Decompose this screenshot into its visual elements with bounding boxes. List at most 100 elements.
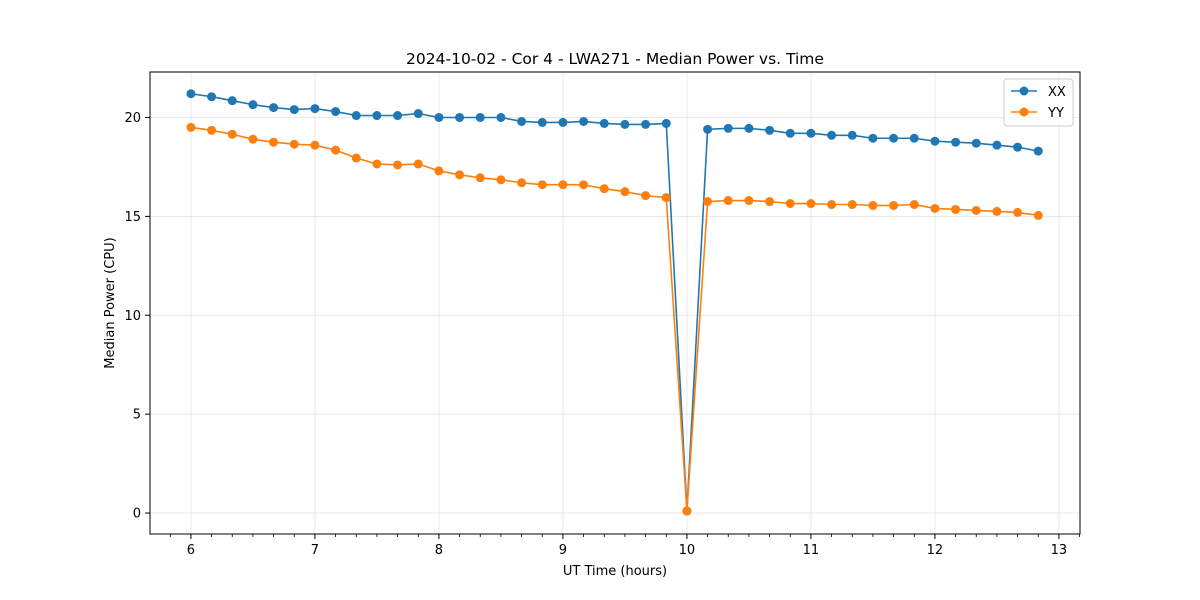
data-point-xx [372,111,382,121]
data-point-xx [827,130,837,140]
data-point-yy [310,140,320,150]
data-point-xx [331,107,341,117]
data-point-xx [909,133,919,143]
data-point-yy [661,193,671,203]
data-point-xx [847,130,857,140]
legend-marker-xx [1019,86,1029,96]
data-point-yy [537,180,547,190]
data-point-yy [930,203,940,213]
data-point-yy [351,153,361,163]
data-point-xx [351,111,361,121]
data-point-xx [455,112,465,122]
x-axis-label: UT Time (hours) [563,564,667,579]
y-tick-label: 15 [124,210,141,225]
data-point-yy [579,180,589,190]
data-point-yy [496,175,506,185]
plot-frame [149,71,1081,535]
chart-title: 2024-10-02 - Cor 4 - LWA271 - Median Pow… [406,50,824,68]
y-tick-label: 20 [124,111,141,126]
data-point-xx [661,118,671,128]
legend-label-yy: YY [1047,106,1064,121]
data-point-yy [909,200,919,210]
data-point-yy [641,191,651,201]
y-axis-label: Median Power (CPU) [103,237,118,368]
data-point-xx [930,136,940,146]
legend-label-xx: XX [1048,85,1066,100]
data-point-yy [992,206,1002,216]
data-point-yy [723,196,733,206]
y-tick-label: 5 [133,408,141,423]
data-point-yy [599,184,609,194]
grid-layer [150,72,1080,534]
data-point-xx [765,125,775,135]
data-point-yy [475,173,485,183]
data-point-yy [785,199,795,209]
data-point-xx [269,103,279,113]
data-point-xx [310,104,320,114]
x-tick-label: 10 [679,543,696,558]
y-tick-label: 10 [124,309,141,324]
data-point-xx [517,116,527,126]
data-point-yy [868,200,878,210]
data-point-yy [207,125,217,135]
data-point-xx [227,96,237,106]
series-layer [186,89,1043,516]
data-point-yy [703,197,713,207]
data-point-yy [455,170,465,180]
data-point-yy [889,200,899,210]
data-point-xx [951,137,961,147]
data-point-xx [1033,146,1043,156]
data-point-xx [723,123,733,133]
data-point-xx [434,112,444,122]
data-point-yy [620,187,630,197]
x-tick-label: 9 [559,543,567,558]
data-point-yy [744,196,754,206]
data-point-xx [806,128,816,138]
x-tick-label: 11 [803,543,820,558]
data-point-xx [496,112,506,122]
data-point-xx [785,128,795,138]
data-point-xx [537,117,547,127]
x-tick-label: 8 [435,543,443,558]
data-point-yy [1013,207,1023,217]
data-point-yy [827,200,837,210]
data-point-xx [413,109,423,119]
data-point-xx [558,117,568,127]
data-point-yy [765,197,775,207]
data-point-xx [620,119,630,129]
x-tick-label: 12 [927,543,944,558]
data-point-xx [1013,142,1023,152]
x-tick-label: 7 [311,543,319,558]
data-point-xx [868,133,878,143]
data-point-yy [248,134,258,144]
data-point-yy [372,159,382,169]
data-point-xx [186,89,196,99]
data-point-yy [682,506,692,516]
data-point-xx [207,92,217,102]
data-point-xx [889,133,899,143]
data-point-xx [703,124,713,134]
data-point-yy [289,139,299,149]
data-point-yy [227,129,237,139]
x-tick-label: 13 [1051,543,1068,558]
data-point-xx [599,118,609,128]
data-point-yy [517,178,527,188]
data-point-xx [579,116,589,126]
data-point-xx [971,138,981,148]
data-point-yy [951,204,961,214]
data-point-yy [558,180,568,190]
data-point-yy [806,199,816,209]
data-point-yy [434,166,444,176]
data-point-xx [248,100,258,110]
data-point-xx [641,119,651,129]
data-point-yy [413,159,423,169]
data-point-xx [475,112,485,122]
data-point-yy [971,205,981,215]
data-point-xx [744,123,754,133]
x-tick-label: 6 [187,543,195,558]
data-point-xx [992,140,1002,150]
data-point-yy [331,145,341,155]
data-point-yy [847,200,857,210]
data-point-yy [186,122,196,132]
